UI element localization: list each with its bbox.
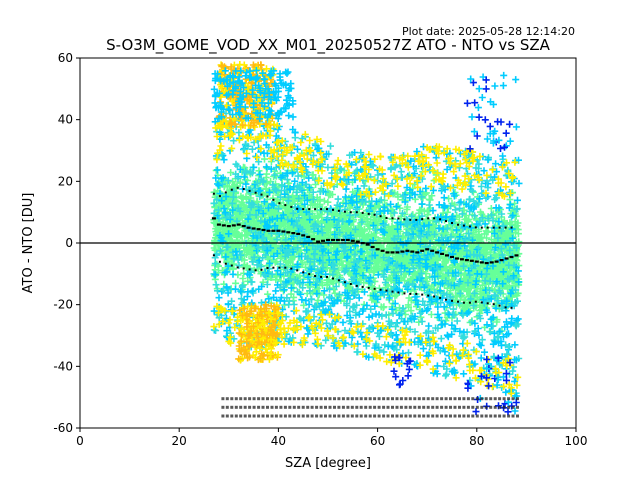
scatter-point xyxy=(463,339,471,347)
scatter-point xyxy=(324,198,332,206)
scatter-point xyxy=(259,278,267,286)
scatter-point xyxy=(427,311,435,318)
scatter-point xyxy=(289,192,297,200)
scatter-point xyxy=(442,372,450,380)
scatter-points xyxy=(210,61,523,416)
scatter-point xyxy=(323,319,330,327)
scatter-point xyxy=(418,318,426,325)
scatter-point xyxy=(339,318,347,326)
scatter-point xyxy=(443,331,451,339)
scatter-point xyxy=(460,370,468,378)
scatter-point xyxy=(477,208,484,216)
chart-title: S-O3M_GOME_VOD_XX_M01_20250527Z ATO - NT… xyxy=(106,36,551,55)
scatter-point xyxy=(481,348,488,356)
scatter-point xyxy=(428,192,436,200)
scatter-point xyxy=(304,330,312,338)
scatter-point xyxy=(394,193,402,201)
scatter-point xyxy=(374,171,382,179)
scatter-point xyxy=(327,142,334,150)
scatter-point xyxy=(370,177,378,184)
scatter-point xyxy=(452,285,460,293)
scatter-point xyxy=(441,348,449,356)
scatter-point xyxy=(397,168,405,176)
scatter-point xyxy=(452,206,459,214)
scatter-point xyxy=(232,279,240,287)
scatter-point xyxy=(424,211,432,219)
scatter-point xyxy=(402,311,409,318)
scatter-point xyxy=(215,294,223,302)
scatter-point xyxy=(300,301,308,309)
scatter-point xyxy=(264,290,272,298)
scatter-point xyxy=(261,155,268,163)
scatter-point xyxy=(229,270,237,278)
scatter-point xyxy=(256,170,264,178)
scatter-point xyxy=(227,169,235,176)
scatter-point xyxy=(365,313,373,321)
scatter-point xyxy=(247,278,255,286)
scatter-point xyxy=(334,195,342,203)
scatter-point xyxy=(212,281,220,289)
plot-date: Plot date: 2025-05-28 12:14:20 xyxy=(402,25,575,38)
scatter-point xyxy=(477,342,485,349)
scatter-point xyxy=(320,197,328,205)
scatter-point xyxy=(213,166,221,174)
scatter-point xyxy=(425,322,433,330)
scatter-point xyxy=(290,240,298,248)
scatter-point xyxy=(287,290,295,298)
scatter-point xyxy=(363,211,371,219)
scatter-point xyxy=(433,159,441,167)
scatter-point xyxy=(437,335,445,343)
scatter-point xyxy=(499,152,507,160)
scatter-point xyxy=(455,164,463,172)
scatter-point xyxy=(272,287,280,295)
scatter-point xyxy=(475,331,483,339)
scatter-point xyxy=(287,256,295,264)
scatter-point xyxy=(438,274,445,282)
scatter-point xyxy=(440,194,448,202)
scatter-point xyxy=(453,211,461,219)
scatter-point xyxy=(443,208,451,216)
scatter-point xyxy=(483,234,491,242)
scatter-point xyxy=(410,271,418,279)
scatter-point xyxy=(403,205,411,213)
scatter-point xyxy=(419,345,427,353)
scatter-point xyxy=(381,341,389,349)
scatter-point xyxy=(462,212,470,220)
